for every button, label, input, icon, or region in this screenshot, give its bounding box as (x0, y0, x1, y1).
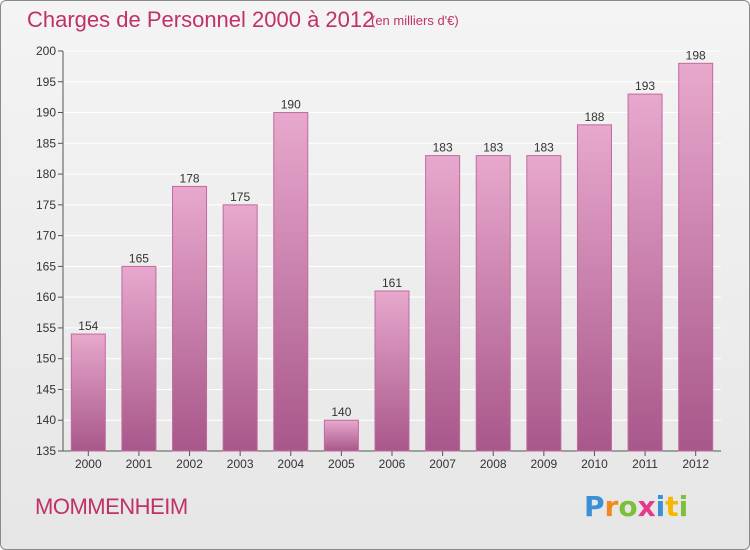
bar (374, 290, 410, 452)
x-tick-label: 2005 (328, 457, 355, 471)
data-label: 175 (230, 190, 250, 204)
data-label: 190 (281, 98, 301, 112)
logo-letter: o (618, 490, 638, 523)
x-tick-label: 2008 (480, 457, 507, 471)
x-tick-label: 2001 (126, 457, 153, 471)
x-tick-label: 2009 (530, 457, 557, 471)
y-tick-label: 165 (36, 259, 56, 273)
x-tick-label: 2003 (227, 457, 254, 471)
logo-letter: r (604, 490, 619, 523)
y-tick-label: 175 (36, 198, 56, 212)
data-label: 188 (584, 110, 604, 124)
logo-letter: P (584, 490, 605, 523)
bar (222, 204, 258, 452)
bar (121, 265, 157, 452)
data-label: 183 (433, 141, 453, 155)
y-tick-label: 185 (36, 136, 56, 150)
data-label: 165 (129, 251, 149, 265)
y-tick-label: 180 (36, 167, 56, 181)
bar (627, 93, 663, 452)
data-label: 178 (180, 171, 200, 185)
y-tick-label: 190 (36, 106, 56, 120)
x-tick-label: 2002 (176, 457, 203, 471)
x-tick-label: 2011 (632, 457, 658, 471)
data-label: 161 (382, 276, 402, 290)
y-tick-label: 200 (36, 44, 56, 58)
y-tick-label: 195 (36, 75, 56, 89)
y-tick-label: 170 (36, 229, 56, 243)
x-tick-label: 2007 (429, 457, 456, 471)
x-tick-label: 2010 (581, 457, 608, 471)
bar (172, 185, 208, 452)
bar (70, 333, 106, 452)
bar (475, 155, 511, 452)
x-tick-label: 2012 (682, 457, 709, 471)
data-label: 183 (483, 141, 503, 155)
y-tick-label: 140 (36, 413, 56, 427)
chart-title: Charges de Personnel 2000 à 2012 (27, 7, 375, 32)
bar (526, 155, 562, 452)
y-tick-label: 160 (36, 290, 56, 304)
data-label: 198 (686, 48, 706, 62)
x-tick-label: 2004 (277, 457, 304, 471)
y-tick-label: 150 (36, 352, 56, 366)
commune-name: MOMMENHEIM (35, 494, 188, 519)
bar (678, 62, 714, 452)
data-label: 154 (78, 319, 98, 333)
chart-subtitle: (en milliers d'€) (371, 13, 459, 28)
data-label: 193 (635, 79, 655, 93)
bar (273, 112, 309, 452)
y-tick-label: 135 (36, 444, 56, 458)
bar (323, 419, 359, 452)
logo-letter: t (665, 490, 679, 523)
data-label: 140 (331, 405, 351, 419)
bar (576, 124, 612, 452)
proxiti-logo: Proxiti (584, 490, 688, 523)
data-label: 183 (534, 141, 554, 155)
x-tick-label: 2000 (75, 457, 102, 471)
x-tick-label: 2006 (379, 457, 406, 471)
y-tick-label: 145 (36, 382, 56, 396)
y-tick-label: 155 (36, 321, 56, 335)
logo-letter: x (637, 490, 656, 523)
bar (425, 155, 461, 452)
logo-letter: i (678, 490, 689, 523)
logo-letter: i (655, 490, 666, 523)
